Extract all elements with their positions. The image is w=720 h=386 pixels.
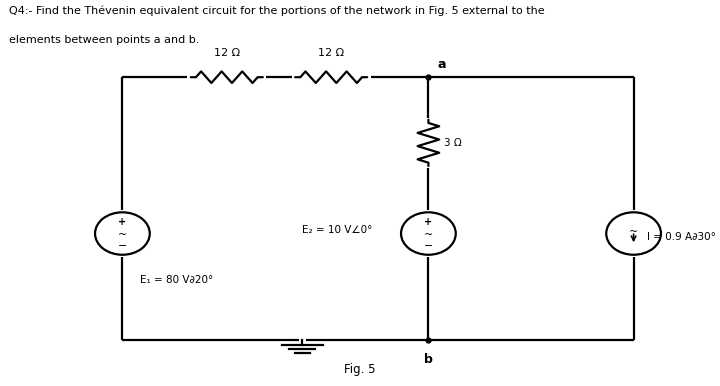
- Text: −: −: [117, 241, 127, 251]
- Text: Q4:- Find the Thévenin equivalent circuit for the portions of the network in Fig: Q4:- Find the Thévenin equivalent circui…: [9, 6, 544, 16]
- Text: +: +: [424, 217, 433, 227]
- Text: E₂ = 10 V∠0°: E₂ = 10 V∠0°: [302, 225, 373, 235]
- Text: 12 Ω: 12 Ω: [214, 48, 240, 58]
- Text: ~: ~: [118, 230, 127, 240]
- Text: +: +: [118, 217, 127, 227]
- Text: Fig. 5: Fig. 5: [344, 363, 376, 376]
- Text: b: b: [424, 353, 433, 366]
- Text: E₁ = 80 V∂20°: E₁ = 80 V∂20°: [140, 275, 214, 285]
- Text: ~: ~: [629, 227, 638, 237]
- Text: a: a: [437, 58, 446, 71]
- Text: 12 Ω: 12 Ω: [318, 48, 344, 58]
- Text: −: −: [423, 241, 433, 251]
- Text: elements between points a and b.: elements between points a and b.: [9, 35, 199, 45]
- Text: I = 0.9 A∂30°: I = 0.9 A∂30°: [647, 232, 716, 242]
- Text: ~: ~: [424, 230, 433, 240]
- Text: 3 Ω: 3 Ω: [444, 138, 462, 148]
